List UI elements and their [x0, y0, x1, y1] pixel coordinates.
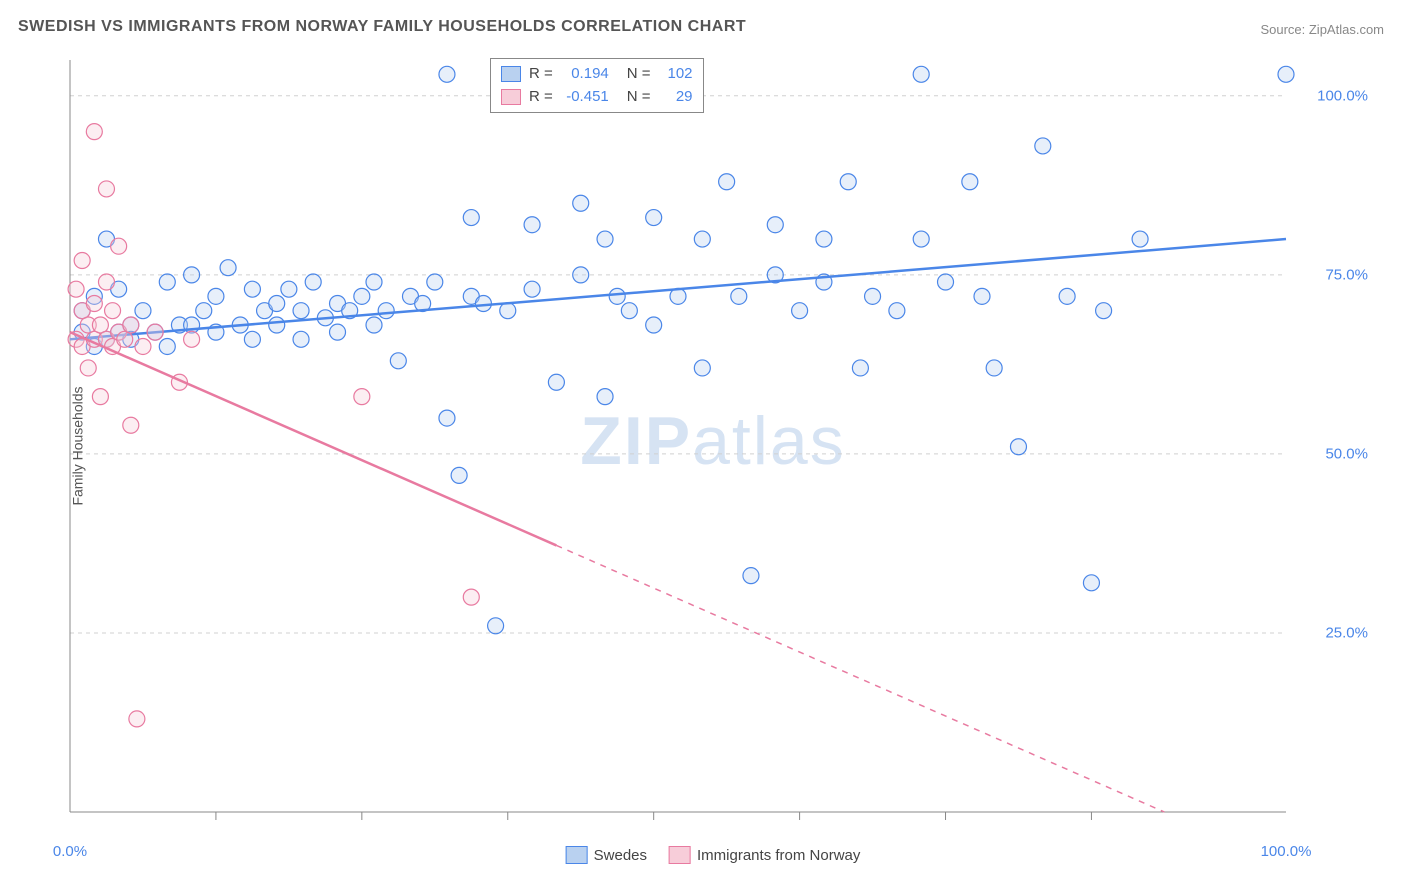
- legend-swatch: [501, 66, 521, 82]
- y-tick-label: 100.0%: [1317, 87, 1368, 104]
- category-legend-item: Swedes: [566, 846, 647, 864]
- n-label: N =: [627, 63, 651, 86]
- n-value: 29: [659, 86, 693, 109]
- n-value: 102: [659, 63, 693, 86]
- stats-legend-row: R = 0.194 N = 102: [501, 63, 693, 86]
- r-value: -0.451: [561, 86, 609, 109]
- chart-title: SWEDISH VS IMMIGRANTS FROM NORWAY FAMILY…: [18, 18, 746, 36]
- y-tick-label: 25.0%: [1325, 624, 1368, 641]
- legend-label: Swedes: [594, 847, 647, 864]
- legend-swatch: [566, 846, 588, 864]
- stats-legend: R = 0.194 N = 102 R = -0.451 N = 29: [490, 58, 704, 113]
- n-label: N =: [627, 86, 651, 109]
- r-label: R =: [529, 63, 553, 86]
- chart-area: ZIPatlas R =0.194N =102R =-0.451N =29 Sw…: [60, 50, 1366, 832]
- legend-swatch: [501, 89, 521, 105]
- legend-label: Immigrants from Norway: [697, 847, 860, 864]
- plot-svg: [60, 50, 1366, 832]
- r-value: 0.194: [561, 63, 609, 86]
- r-label: R =: [529, 86, 553, 109]
- x-tick-label: 0.0%: [53, 843, 87, 860]
- y-tick-label: 75.0%: [1325, 266, 1368, 283]
- x-tick-label: 100.0%: [1261, 843, 1312, 860]
- legend-swatch: [669, 846, 691, 864]
- category-legend: Swedes Immigrants from Norway: [566, 846, 861, 864]
- source-label: Source: ZipAtlas.com: [1260, 22, 1384, 37]
- category-legend-item: Immigrants from Norway: [669, 846, 860, 864]
- y-tick-label: 50.0%: [1325, 445, 1368, 462]
- stats-legend-row: R = -0.451 N = 29: [501, 86, 693, 109]
